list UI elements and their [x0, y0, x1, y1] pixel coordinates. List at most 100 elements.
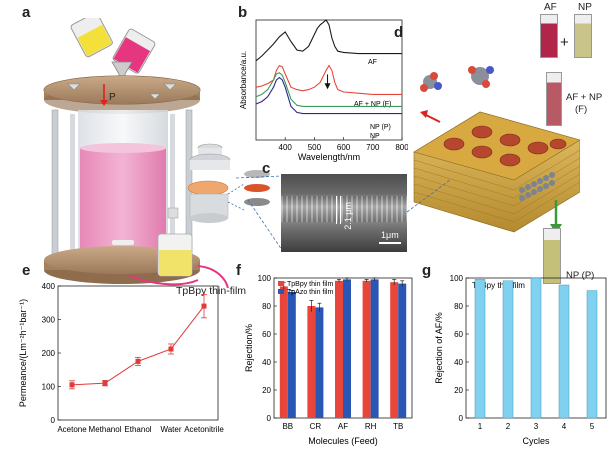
x-tick-label: Acetonitrile: [184, 425, 224, 434]
legend-label: TpAzo thin film: [287, 289, 333, 296]
x-axis-title: Cycles: [522, 436, 550, 446]
sem-image: 2.1 μm 1μm: [281, 174, 407, 252]
x-tick-label: 600: [337, 143, 351, 152]
y-tick-label: 100: [42, 383, 56, 392]
bar: [343, 279, 351, 418]
plot-frame: [255, 19, 403, 141]
bar: [398, 283, 407, 418]
series-label: NP: [370, 133, 380, 140]
bar: [370, 279, 379, 418]
x-tick-label: 800: [395, 143, 408, 152]
y-tick-label: 0: [459, 414, 464, 423]
chart-title: TpBpy thin film: [472, 281, 525, 290]
x-tick-label: RH: [365, 422, 377, 431]
x-tick-label: Ethanol: [124, 425, 151, 434]
scale-bar-label: 1μm: [381, 230, 399, 240]
y-tick-label: 80: [262, 302, 271, 311]
plot-frame: [57, 285, 219, 421]
cof-membrane-illustration: [413, 66, 580, 234]
absorbance-chart: 400 500 600 700 800 Wavelength/nm Absorbance/a…: [239, 19, 408, 162]
rejection-chart: 0 20 40 60 80 100 Rejection/% Molecules (Feed) B…: [244, 274, 413, 446]
legend-label: TpBpy thin film: [287, 281, 333, 288]
bar: [315, 307, 324, 418]
bar: [530, 277, 542, 419]
data-point: [135, 358, 141, 364]
bar: [335, 280, 343, 418]
panel-label-f: f: [236, 262, 241, 279]
x-tick-label: TB: [393, 422, 403, 431]
legend-swatch: [278, 289, 284, 294]
data-point: [102, 380, 108, 386]
vial-permeate-label: NP (P): [566, 270, 595, 281]
vial-permeate: [543, 228, 561, 284]
filtration-apparatus-illustration: P: [43, 18, 229, 289]
permeance-chart: 0 100 200 300 400 Permeance/(Lm⁻²h⁻¹bar⁻¹) Ace…: [18, 282, 224, 434]
pressure-label: P: [109, 92, 116, 103]
permeance-line: [71, 305, 205, 386]
panel-label-d: d: [394, 24, 404, 41]
bar: [390, 282, 399, 418]
bar: [287, 292, 296, 418]
y-tick-label: 20: [454, 386, 463, 395]
filter-cell-illustration: [157, 143, 270, 277]
y-tick-label: 0: [51, 416, 56, 425]
yellow-beaker-icon: [70, 18, 113, 58]
series-line: [255, 19, 402, 62]
y-tick-label: 60: [262, 330, 271, 339]
x-tick-label: 4: [562, 422, 567, 431]
bar: [502, 280, 514, 419]
x-tick-label: 2: [506, 422, 511, 431]
y-tick-label: 400: [42, 282, 56, 291]
data-point: [168, 346, 174, 352]
x-axis-title: Molecules (Feed): [308, 436, 378, 446]
y-tick-label: 40: [262, 358, 271, 367]
vial-np: [574, 14, 592, 58]
x-tick-label: Water: [160, 425, 181, 434]
series-label: AF: [368, 59, 377, 66]
vial-mixed-label-2: (F): [575, 104, 588, 115]
x-tick-label: 400: [279, 143, 293, 152]
dye-molecule-icon: [420, 72, 442, 92]
y-tick-label: 300: [42, 316, 56, 325]
y-tick-label: 100: [258, 274, 272, 283]
series-line: [255, 76, 402, 115]
x-tick-label: CR: [310, 422, 322, 431]
vial-label-af: AF: [544, 2, 557, 13]
series-line: [255, 64, 402, 95]
x-tick-label: 3: [534, 422, 539, 431]
film-caption: TpBpy thin-film: [176, 285, 247, 297]
panel-label-g: g: [422, 262, 432, 279]
y-tick-label: 40: [454, 358, 463, 367]
y-tick-label: 60: [454, 330, 463, 339]
vial-af: [540, 14, 558, 58]
x-tick-label: Methanol: [89, 425, 122, 434]
vial-plus: +: [560, 34, 569, 51]
panel-label-e: e: [22, 262, 31, 279]
bar: [558, 284, 570, 419]
bar: [474, 279, 486, 419]
series-label: AF + NP (F): [354, 101, 391, 108]
y-tick-label: 20: [262, 386, 271, 395]
y-tick-label: 200: [42, 349, 56, 358]
data-point: [69, 382, 75, 388]
decrease-arrowhead: [324, 83, 331, 90]
data-point: [201, 303, 207, 309]
y-tick-label: 80: [454, 302, 463, 311]
y-axis-title: Permeance/(Lm⁻²h⁻¹bar⁻¹): [18, 299, 28, 407]
dye-molecule-icon: [468, 66, 494, 88]
cycle-rejection-chart: 0 20 40 60 80 100 Rejection of AF/% Cycles TpBpy…: [434, 274, 607, 446]
scale-bar: [379, 242, 401, 244]
panel-label-a: a: [22, 4, 31, 21]
series-line: [255, 72, 402, 107]
x-tick-label: AF: [338, 422, 348, 431]
x-tick-label: 700: [366, 143, 380, 152]
vial-mixed-label-1: AF + NP: [566, 92, 603, 103]
x-tick-label: BB: [282, 422, 293, 431]
x-tick-label: 5: [590, 422, 595, 431]
series-label: NP (P): [370, 124, 391, 131]
panel-label-b: b: [238, 4, 248, 21]
vial-mixed: [546, 72, 562, 126]
bar: [586, 290, 598, 419]
bar: [362, 280, 371, 418]
